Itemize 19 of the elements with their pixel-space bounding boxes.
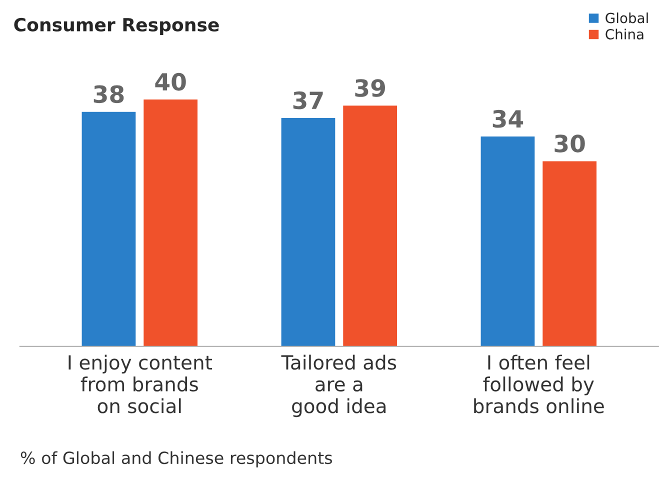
bar xyxy=(343,106,398,346)
bar xyxy=(281,118,336,346)
bar xyxy=(542,161,597,346)
bar xyxy=(82,112,136,346)
data-label: 40 xyxy=(155,72,186,91)
legend-label: China xyxy=(606,28,644,40)
data-label: 30 xyxy=(554,134,585,152)
text: % of Global and Chinese respondents xyxy=(20,451,332,468)
data-label: 34 xyxy=(492,110,524,128)
legend-label: Global xyxy=(606,12,648,24)
chart-title: Consumer Response xyxy=(14,18,219,36)
x-tick-label: Tailored ads are a good idea xyxy=(281,354,396,418)
bar xyxy=(480,136,535,346)
data-label: 37 xyxy=(293,91,323,110)
x-tick-label: I often feel followed by brands online xyxy=(474,354,604,414)
x-tick-label: I enjoy content from brands on social xyxy=(68,354,212,414)
data-label: 38 xyxy=(94,85,124,104)
bar xyxy=(144,99,198,346)
data-label: 39 xyxy=(355,79,385,97)
